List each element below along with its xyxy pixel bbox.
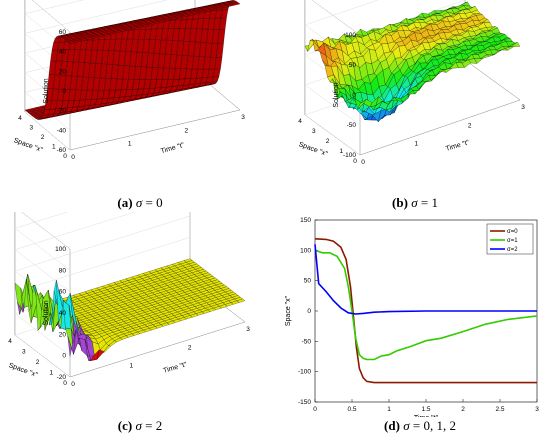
x-tick-label: 1	[49, 370, 53, 377]
z-tick-label: 0	[62, 88, 66, 95]
surface-patch	[232, 2, 241, 6]
series-line-2	[314, 244, 537, 315]
x-tick-label: 0	[353, 158, 357, 165]
surface-patch	[510, 42, 521, 47]
surface	[24, 0, 241, 120]
x-tick-label: 4	[298, 118, 302, 125]
z-gridline	[14, 212, 71, 271]
t-tick-label: 3	[241, 114, 245, 121]
y-tick-label: -150	[298, 399, 311, 406]
series-line-0	[314, 238, 537, 384]
y-tick-label: -100	[298, 369, 311, 376]
z-axis-label: Solution	[43, 78, 50, 103]
t-tick-label: 1	[130, 363, 134, 370]
z-tick-label: 100	[345, 32, 356, 39]
z-gridline	[21, 212, 71, 250]
x-tick-label: 1	[339, 148, 343, 155]
t-tick-label: 0	[71, 154, 75, 161]
z-tick-label: -60	[57, 147, 67, 154]
x-tick-label: 2	[36, 359, 40, 366]
x-tick-label: 1	[387, 406, 391, 413]
x-tick-label: 0.5	[347, 406, 356, 413]
legend-label-2: σ=2	[507, 247, 518, 253]
t-axis-label: Time "t"	[445, 139, 471, 153]
z-gridline	[31, 0, 71, 33]
t-axis-label: Time "t"	[160, 142, 186, 156]
x-tick-label: 0	[63, 380, 67, 387]
z-tick-label: 40	[59, 49, 67, 56]
x-tick-label: 2	[461, 406, 465, 413]
t-tick-label: 0	[361, 159, 365, 166]
t-tick-label: 2	[468, 122, 472, 129]
x-tick-label: 0	[63, 153, 67, 160]
x-tick-label: 4	[18, 115, 22, 122]
x-tick-label: 0	[313, 406, 317, 413]
t-axis-label: Time "t"	[163, 361, 189, 375]
z-tick-label: 50	[349, 62, 357, 69]
x-tick-label: 3	[535, 406, 539, 413]
x-tick-label: 3	[29, 125, 33, 132]
z-tick-label: -100	[343, 152, 356, 159]
z-gridline	[14, 212, 136, 292]
z-tick-label: -20	[57, 374, 67, 381]
x-axis-label: Space "x"	[8, 362, 39, 379]
legend-label-0: σ=0	[507, 229, 518, 235]
t-tick-label: 3	[521, 104, 525, 111]
z-gridline	[311, 0, 361, 36]
t-tick-label: 1	[415, 141, 419, 148]
legend-label-1: σ=1	[507, 238, 518, 244]
caption-a: (a) σ = 0	[117, 195, 163, 210]
z-tick-label: 0	[352, 92, 356, 99]
z-tick-label: 0	[62, 353, 66, 360]
x-axis-label: Time "t"	[414, 415, 439, 417]
x-tick-label: 2.5	[495, 406, 504, 413]
x-axis-label: Space "x"	[298, 141, 329, 158]
y-tick-label: 100	[300, 247, 311, 254]
x-tick-label: 4	[8, 338, 12, 345]
z-tick-label: 40	[59, 310, 67, 317]
t-tick-label: 2	[188, 344, 192, 351]
surface	[14, 258, 246, 361]
z-tick-label: 80	[59, 267, 67, 274]
z-axis-label: Solution	[43, 300, 50, 325]
z-tick-label: 60	[59, 29, 67, 36]
x-tick-label: 1	[52, 144, 56, 151]
y-tick-label: 150	[300, 217, 311, 224]
z-tick-label: -40	[57, 127, 67, 134]
z-tick-label: 20	[59, 331, 67, 338]
t-tick-label: 0	[71, 381, 75, 388]
x-tick-label: 3	[22, 349, 26, 356]
x-tick-label: 2	[326, 138, 330, 145]
x-tick-label: 1.5	[421, 406, 430, 413]
t-tick-label: 2	[185, 127, 189, 134]
x-axis-label: Space "x"	[13, 137, 44, 154]
z-tick-label: -50	[347, 122, 357, 129]
y-tick-label: -50	[302, 338, 312, 345]
surface	[304, 1, 521, 123]
t-tick-label: 3	[246, 326, 250, 333]
surface-patch	[236, 298, 246, 303]
y-tick-label: 0	[307, 308, 311, 315]
y-axis-label: Space "x"	[285, 295, 292, 326]
caption-d: (d) σ = 0, 1, 2	[384, 418, 456, 433]
z-tick-label: 60	[59, 289, 67, 296]
x-tick-label: 3	[312, 128, 316, 135]
line-plot-sigma-0-1-2: 0 0.5 1 1.5 2 2.5 3 150 100 50 0 -50 -100 -150 Time "t…	[285, 217, 539, 417]
x-tick-label: 2	[41, 134, 45, 141]
z-gridline	[14, 215, 191, 314]
z-tick-label: 20	[59, 68, 67, 75]
z-axis-label: Solution	[333, 82, 340, 107]
y-tick-label: 50	[304, 278, 312, 285]
caption-b: (b) σ = 1	[392, 195, 438, 210]
series-line-1	[314, 249, 538, 361]
t-tick-label: 1	[128, 141, 132, 148]
caption-c: (c) σ = 2	[117, 418, 163, 433]
z-tick-label: -20	[57, 108, 67, 115]
z-tick-label: 100	[55, 246, 66, 253]
